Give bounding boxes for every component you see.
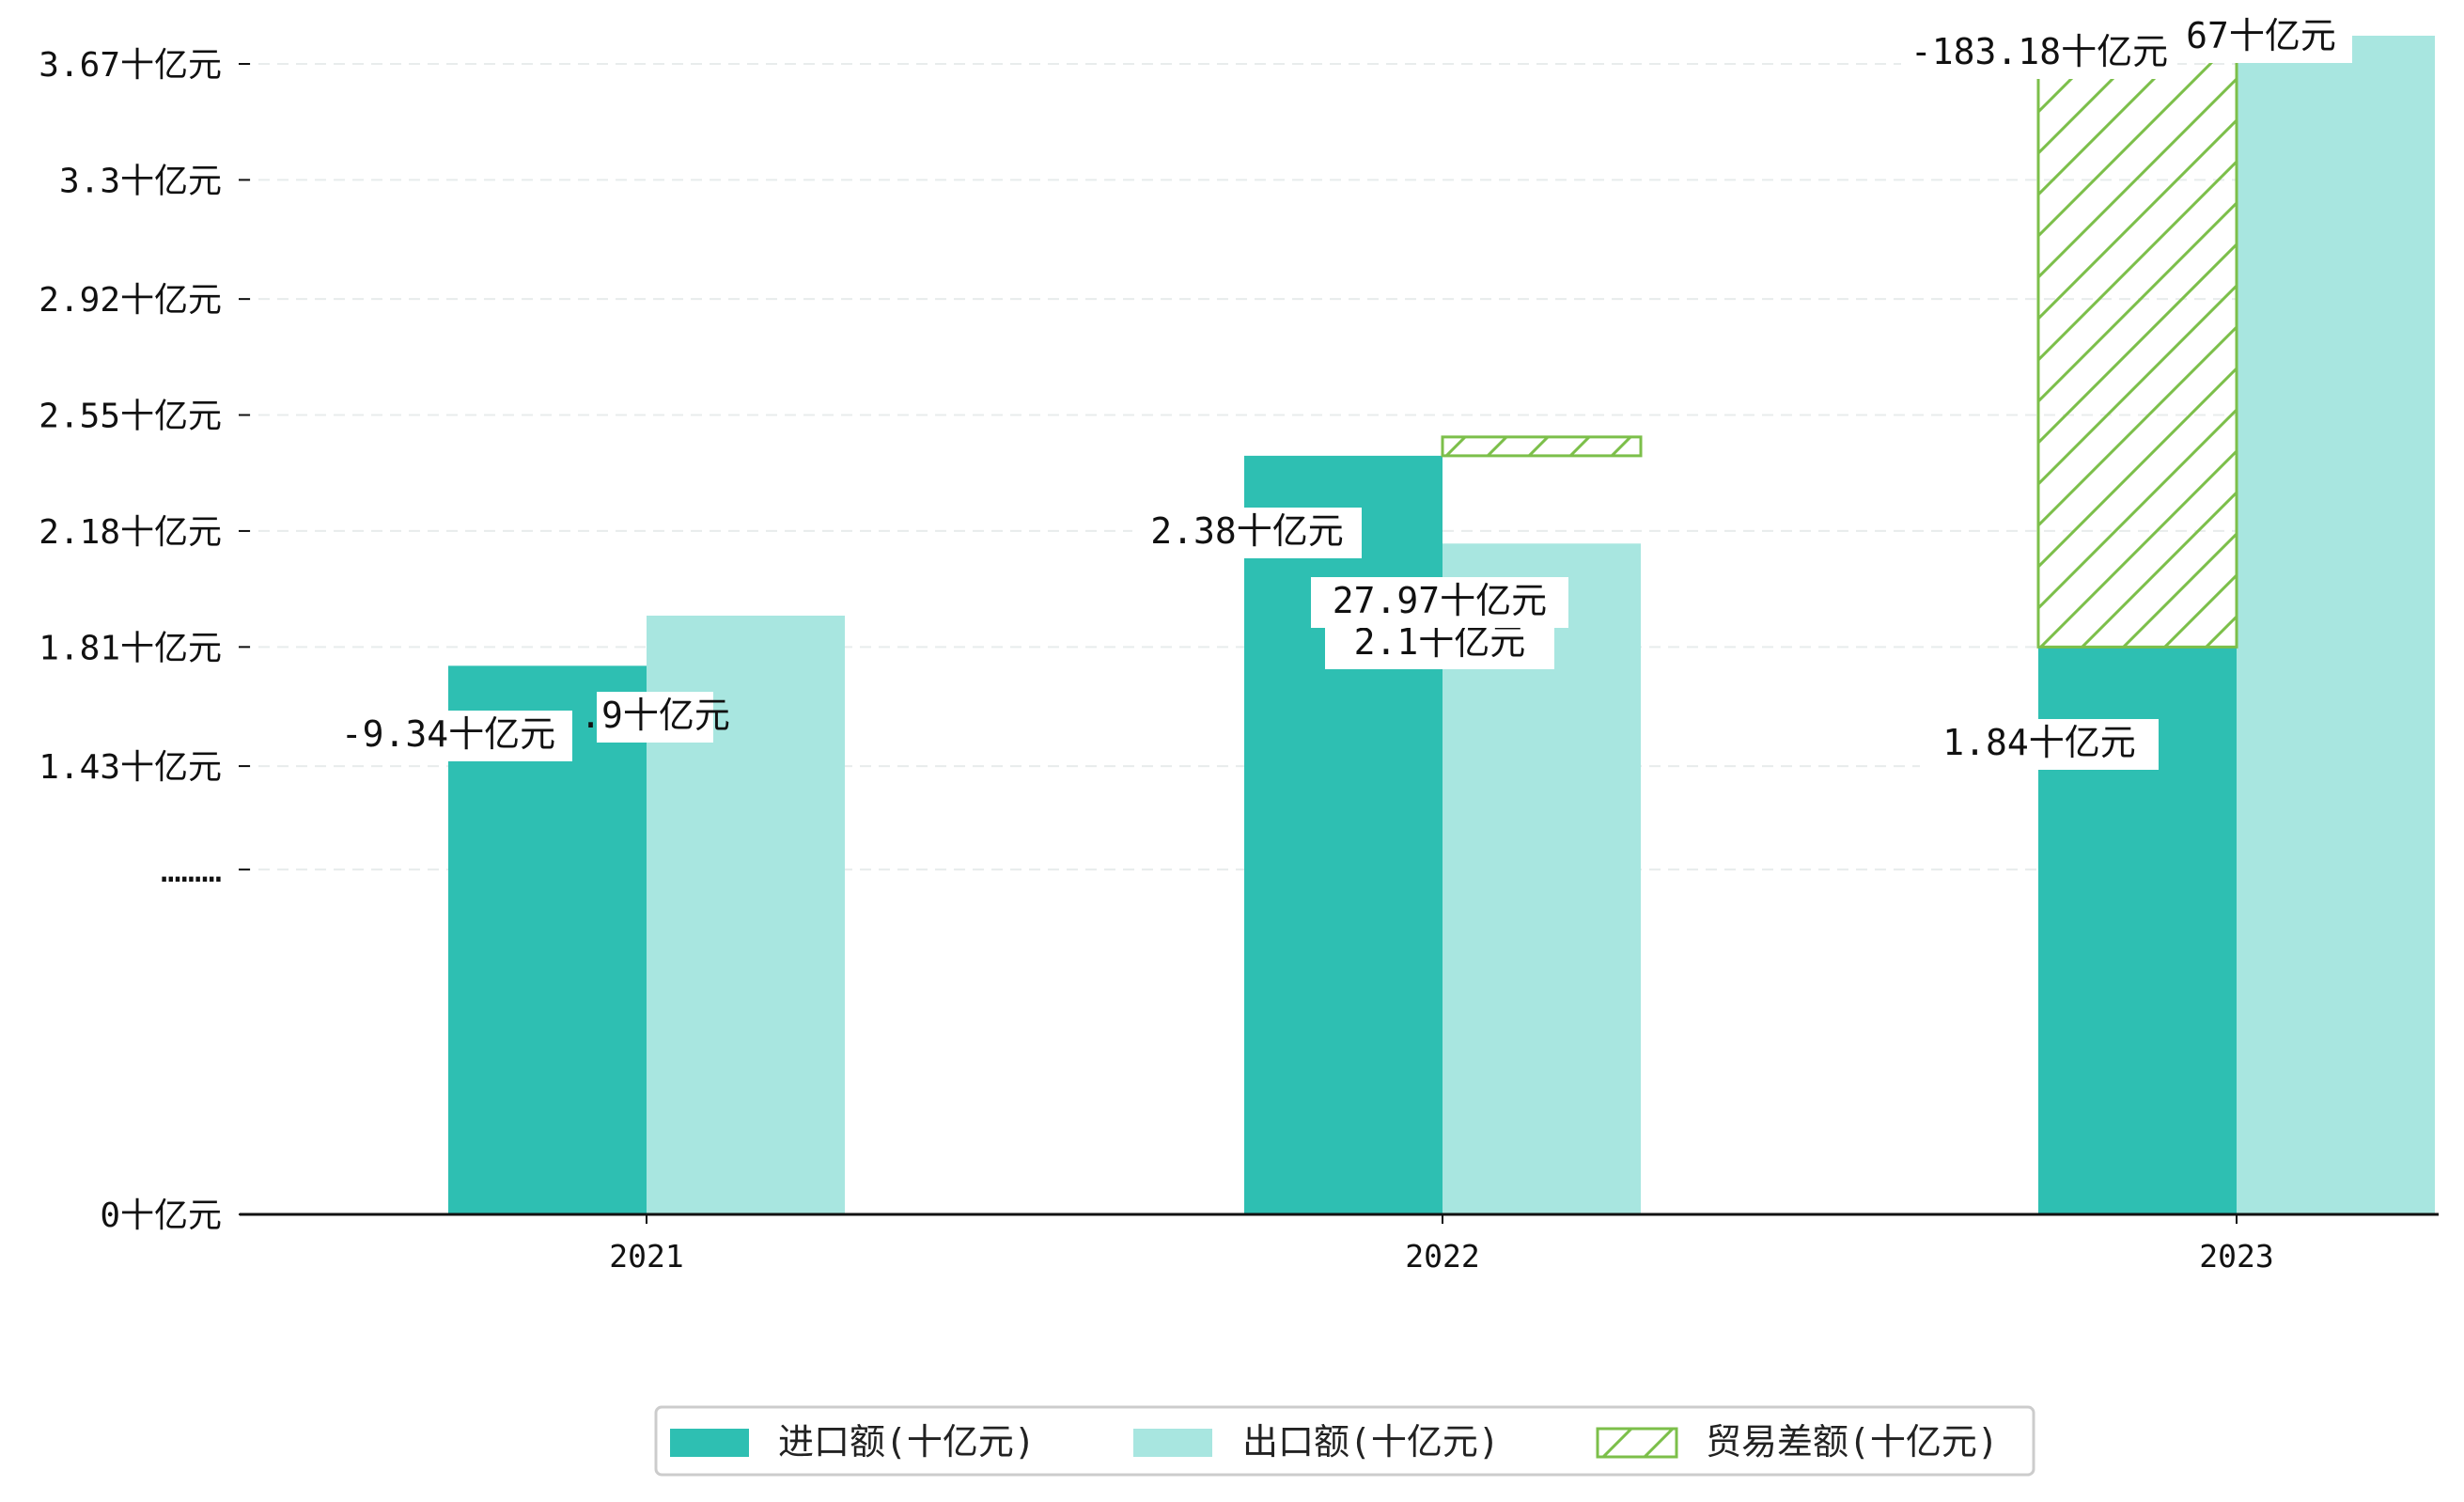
data-label-bg <box>1132 508 1362 558</box>
data-label-bg <box>1311 577 1568 628</box>
x-tick-label: 2023 <box>2199 1238 2273 1275</box>
legend-label-import: 进口额(十亿元) <box>778 1421 1036 1463</box>
x-tick-label: 2021 <box>609 1238 683 1275</box>
data-label-bg <box>1901 28 2177 79</box>
legend-swatch-import <box>670 1429 749 1457</box>
data-label: -9.34十亿元 <box>341 713 555 755</box>
bar-balance-2022 <box>1441 435 1643 458</box>
data-label: 27.97十亿元 <box>1333 580 1547 621</box>
legend-label-export: 出口额(十亿元) <box>1242 1421 1500 1463</box>
data-label: -183.18十亿元 <box>1910 31 2168 72</box>
y-tick-label: 3.67十亿元 <box>39 46 222 85</box>
legend-label-balance: 贸易差额(十亿元) <box>1706 1421 1999 1463</box>
legend-swatch-export <box>1133 1429 1212 1457</box>
y-tick-label: 1.43十亿元 <box>39 748 222 787</box>
legend-swatch-balance <box>1596 1427 1678 1459</box>
y-tick-label: 1.81十亿元 <box>39 629 222 667</box>
legend-box <box>654 1405 2035 1477</box>
y-tick-label: ……… <box>161 852 222 890</box>
y-tick-label: 3.3十亿元 <box>59 162 222 200</box>
data-label-bg <box>2170 12 2352 63</box>
y-tick-label: 2.55十亿元 <box>39 398 222 436</box>
data-label: 67十亿元 <box>2186 15 2336 56</box>
data-label: .9十亿元 <box>580 695 730 736</box>
data-label-bg <box>597 692 713 743</box>
data-label-bg <box>1920 719 2159 770</box>
data-label: 1.84十亿元 <box>1942 722 2136 763</box>
y-tick-label: 0十亿元 <box>100 1197 222 1235</box>
bar-balance-2023 <box>2036 50 2238 649</box>
data-label: 2.38十亿元 <box>1150 510 1344 552</box>
bar-export-2023 <box>2237 35 2435 1215</box>
x-tick-label: 2022 <box>1405 1238 1479 1275</box>
bar-import-2022 <box>1244 455 1443 1214</box>
data-label: 2.1十亿元 <box>1354 621 1526 663</box>
y-tick-label: 2.18十亿元 <box>39 513 222 552</box>
data-label-bg <box>324 711 572 761</box>
y-tick-label: 2.92十亿元 <box>39 281 222 320</box>
